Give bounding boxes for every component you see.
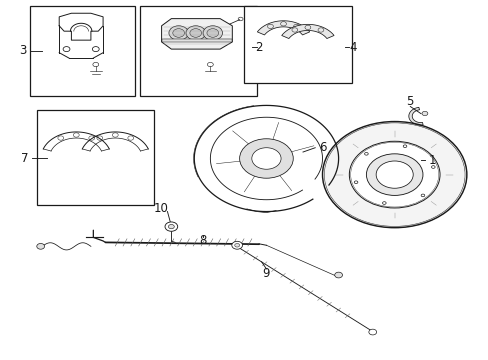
Circle shape — [189, 29, 201, 37]
Text: 7: 7 — [21, 152, 29, 165]
Circle shape — [185, 26, 205, 40]
Circle shape — [368, 329, 376, 335]
Bar — [30, 6, 135, 96]
Text: 10: 10 — [154, 202, 169, 215]
Circle shape — [168, 225, 174, 229]
Circle shape — [366, 154, 422, 195]
Circle shape — [403, 145, 406, 148]
Polygon shape — [322, 122, 466, 228]
Text: 6: 6 — [318, 141, 325, 154]
Circle shape — [203, 26, 222, 40]
Polygon shape — [161, 19, 232, 49]
Polygon shape — [281, 24, 333, 39]
Circle shape — [364, 153, 367, 155]
Bar — [37, 110, 154, 205]
Text: 8: 8 — [199, 234, 206, 247]
Polygon shape — [161, 39, 232, 42]
Polygon shape — [348, 141, 439, 208]
Text: 3: 3 — [19, 44, 26, 57]
Circle shape — [353, 181, 357, 184]
Circle shape — [206, 29, 218, 37]
Circle shape — [231, 241, 242, 249]
Circle shape — [37, 243, 44, 249]
Circle shape — [375, 161, 412, 188]
Circle shape — [430, 166, 434, 168]
Text: 1: 1 — [427, 154, 435, 167]
Circle shape — [164, 222, 177, 231]
Text: 2: 2 — [255, 41, 263, 54]
Circle shape — [168, 26, 188, 40]
Circle shape — [420, 194, 424, 197]
Bar — [140, 6, 256, 96]
Polygon shape — [257, 21, 309, 35]
Polygon shape — [408, 107, 422, 125]
Circle shape — [382, 202, 386, 204]
Text: 5: 5 — [406, 95, 413, 108]
Text: 4: 4 — [348, 41, 356, 54]
Circle shape — [234, 243, 239, 247]
Bar — [244, 6, 351, 83]
Circle shape — [251, 148, 281, 169]
Circle shape — [334, 272, 342, 278]
Circle shape — [239, 139, 293, 178]
Circle shape — [421, 111, 427, 116]
Circle shape — [172, 29, 184, 37]
Text: 9: 9 — [262, 267, 270, 280]
